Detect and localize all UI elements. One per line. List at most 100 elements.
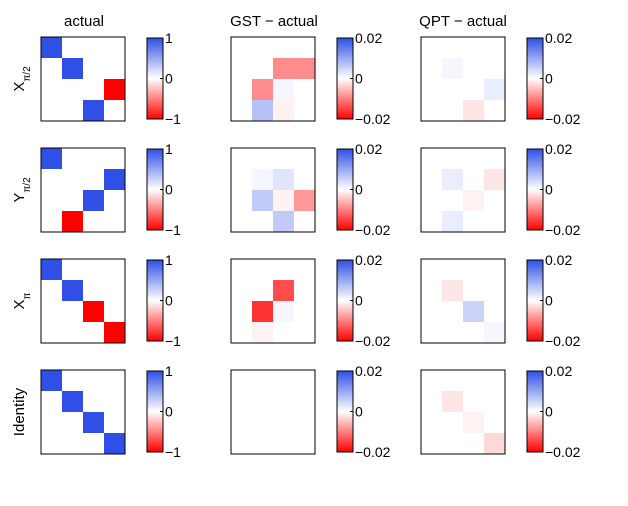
heatmap-cell — [252, 322, 274, 344]
heatmap-cell — [273, 169, 295, 191]
colorbar-tick-label: 1 — [165, 30, 173, 46]
heatmap-cell — [463, 412, 485, 434]
heatmap-cell — [294, 433, 316, 455]
heatmap-cell — [421, 37, 443, 59]
heatmap-cell — [294, 259, 316, 281]
heatmap-cell — [463, 280, 485, 302]
heatmap-cell — [104, 79, 126, 101]
heatmap-cell — [273, 280, 295, 302]
heatmap-cell — [484, 301, 506, 323]
heatmap-cell — [252, 148, 274, 170]
row-label-subscript: π — [22, 292, 33, 299]
colorbar-tick-label: −1 — [165, 333, 181, 349]
heatmap-frame — [420, 36, 506, 122]
heatmap-cell — [463, 391, 485, 413]
heatmap-frame — [230, 147, 316, 233]
heatmap-cell — [231, 190, 253, 212]
heatmap-cell — [41, 148, 63, 170]
heatmap-cell — [104, 412, 126, 434]
heatmap-cell — [83, 211, 105, 233]
heatmap-cell — [294, 301, 316, 323]
heatmap-cell — [294, 148, 316, 170]
heatmap-cell — [104, 280, 126, 302]
heatmap-frame — [420, 258, 506, 344]
heatmap-cell — [273, 148, 295, 170]
heatmap-cell — [421, 370, 443, 392]
heatmap-cell — [41, 58, 63, 80]
heatmap-cell — [231, 58, 253, 80]
heatmap-frame — [40, 258, 126, 344]
colorbar-tick-label: 0.02 — [355, 30, 382, 46]
heatmap-cell — [62, 301, 84, 323]
heatmap-cell — [104, 211, 126, 233]
colorbar-tick-label: −0.02 — [355, 222, 391, 238]
heatmap-cell — [83, 169, 105, 191]
heatmap-cell — [41, 433, 63, 455]
heatmap-cell — [41, 322, 63, 344]
colorbar-tick-label: 0 — [165, 404, 173, 420]
heatmap-cell — [484, 37, 506, 59]
colorbar-tick-label: 0.02 — [355, 141, 382, 157]
heatmap-cell — [41, 280, 63, 302]
heatmap-cell — [442, 37, 464, 59]
heatmap-cell — [484, 259, 506, 281]
heatmap-cell — [294, 412, 316, 434]
colorbar-tick-label: −0.02 — [545, 111, 581, 127]
heatmap-frame — [40, 147, 126, 233]
heatmap-cell — [463, 148, 485, 170]
heatmap-cell — [83, 301, 105, 323]
colorbar-tick-label: 0.02 — [545, 363, 572, 379]
heatmap-cell — [231, 412, 253, 434]
heatmap-cell — [484, 280, 506, 302]
row-label-base: X — [11, 82, 28, 92]
heatmap-cell — [104, 190, 126, 212]
heatmap-cell — [83, 100, 105, 122]
heatmap-cell — [41, 211, 63, 233]
heatmap-cell — [83, 79, 105, 101]
heatmap-cell — [442, 412, 464, 434]
heatmap-cell — [252, 79, 274, 101]
colorbar-tick-label: 0 — [165, 293, 173, 309]
heatmap-cell — [62, 280, 84, 302]
row-label-subscript: π/2 — [22, 66, 33, 82]
row-label-base: X — [11, 299, 28, 309]
heatmap-cell — [104, 391, 126, 413]
heatmap-frame — [230, 258, 316, 344]
heatmap-cell — [41, 259, 63, 281]
heatmap-cell — [231, 259, 253, 281]
heatmap-cell — [442, 259, 464, 281]
colorbar-tick-label: 0.02 — [545, 252, 572, 268]
heatmap-frame — [40, 369, 126, 455]
heatmap-cell — [41, 190, 63, 212]
row-label: Xπ/2 — [11, 66, 33, 92]
heatmap-cell — [421, 322, 443, 344]
colorbar-tick-label: −0.02 — [545, 444, 581, 460]
colorbar-tick-label: 0.02 — [545, 30, 572, 46]
heatmap-cell — [463, 301, 485, 323]
heatmap-cell — [41, 37, 63, 59]
heatmap-cell — [463, 370, 485, 392]
heatmap-cell — [104, 148, 126, 170]
colorbar-tick-label: −1 — [165, 222, 181, 238]
heatmap-cell — [463, 100, 485, 122]
heatmap-frame — [40, 36, 126, 122]
heatmap-cell — [62, 190, 84, 212]
heatmap-cell — [421, 211, 443, 233]
heatmap-cell — [484, 370, 506, 392]
row-label: Identity — [11, 387, 28, 436]
heatmap-cell — [252, 391, 274, 413]
colorbar-tick-label: −0.02 — [355, 333, 391, 349]
colorbar-tick-label: 0 — [355, 293, 363, 309]
heatmap-cell — [484, 190, 506, 212]
colorbar-tick-label: 0.02 — [355, 363, 382, 379]
heatmap-cell — [252, 211, 274, 233]
heatmap-cell — [294, 79, 316, 101]
heatmap-grid: Xπ/2 1 0 −1 0.02 0 −0.02 0.02 0 −0.02 Yπ/2 1 0 −1 0.02… — [11, 30, 581, 460]
heatmap-cell — [252, 280, 274, 302]
heatmap-cell — [463, 79, 485, 101]
heatmap-cell — [273, 259, 295, 281]
colorbar-tick-label: 0 — [545, 293, 553, 309]
heatmap-cell — [273, 370, 295, 392]
row-label: Yπ/2 — [11, 177, 33, 203]
heatmap-cell — [252, 412, 274, 434]
